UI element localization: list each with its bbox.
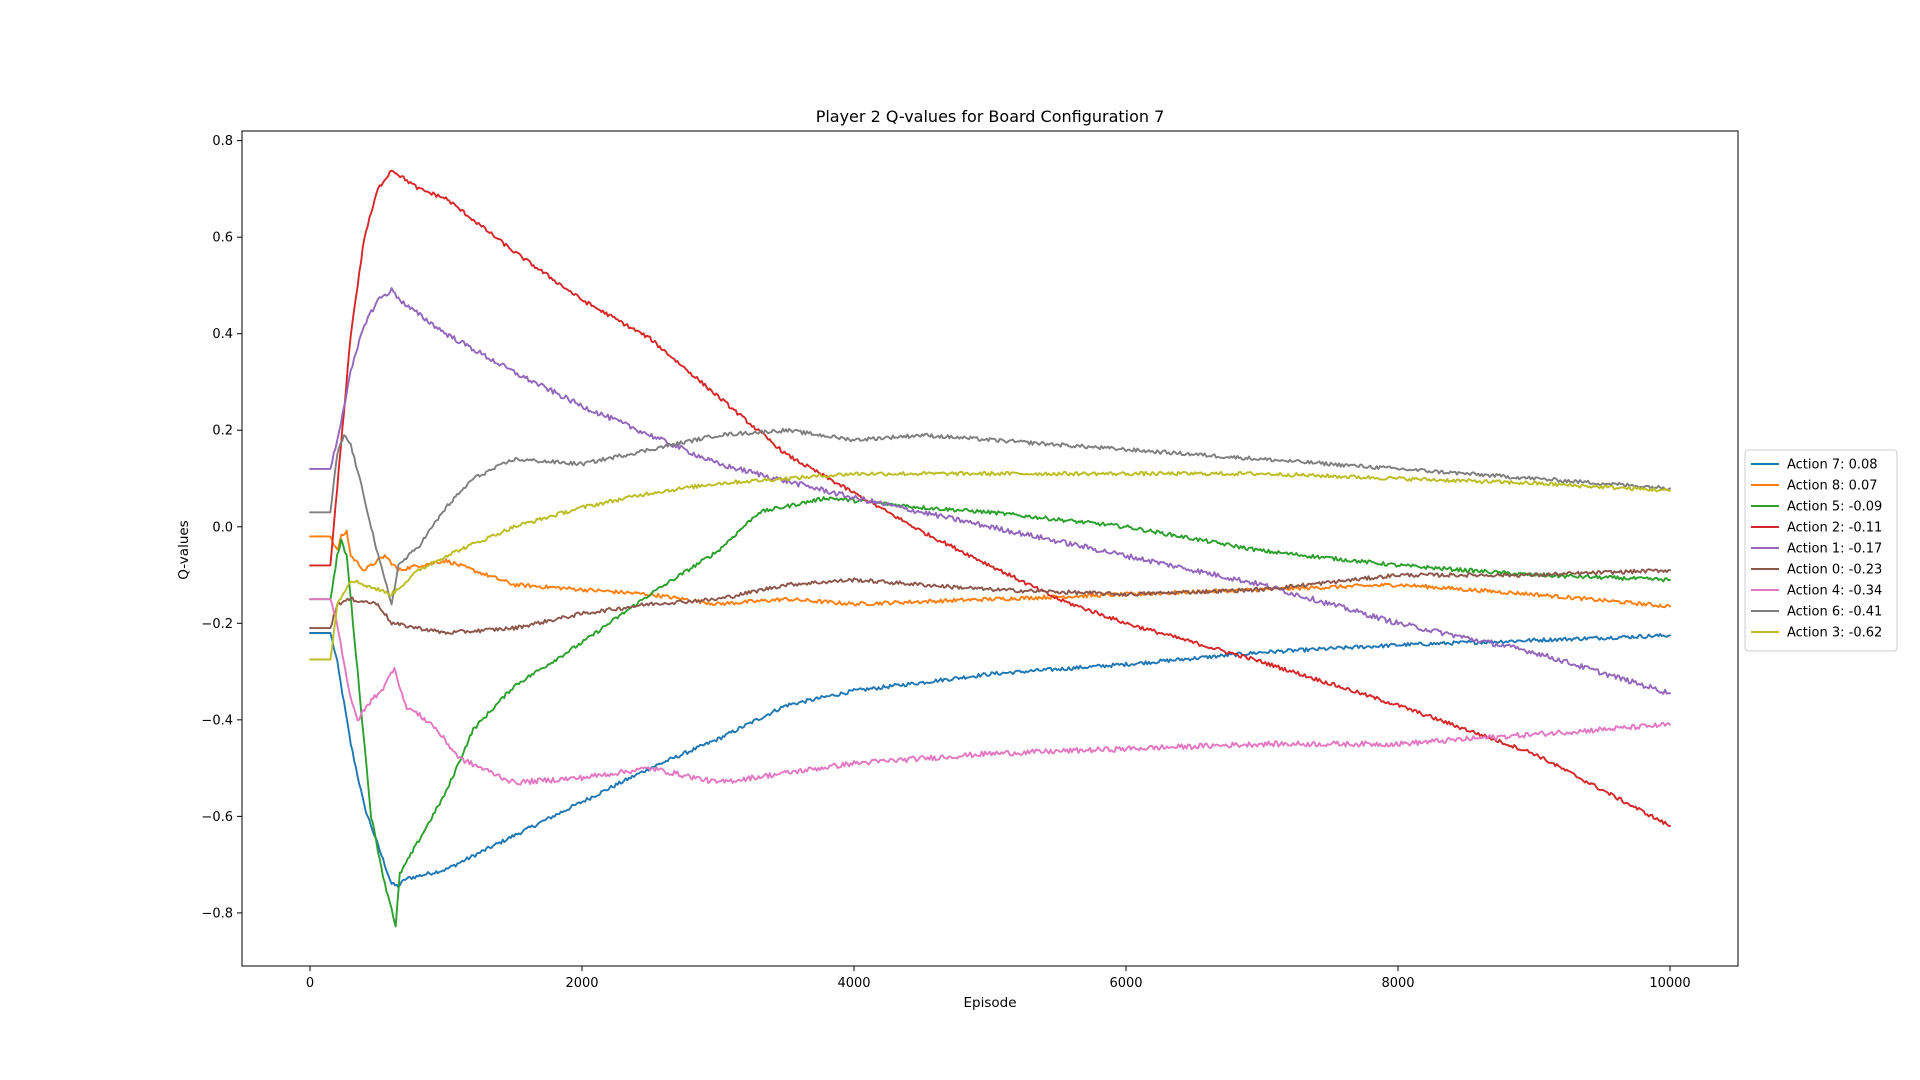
- series-line-action-1: [309, 287, 1671, 695]
- x-axis-label: Episode: [963, 995, 1016, 1011]
- legend-entry: Action 5: -0.09: [1787, 500, 1882, 515]
- y-tick-label: 0.6: [212, 231, 233, 246]
- series-line-action-3: [309, 470, 1671, 661]
- legend-entry: Action 1: -0.17: [1787, 542, 1882, 557]
- series-line-action-6: [309, 427, 1671, 606]
- legend-box: [1744, 449, 1898, 652]
- legend-entry: Action 8: 0.07: [1787, 479, 1878, 494]
- legend-entry: Action 0: -0.23: [1787, 563, 1882, 578]
- y-tick-label: 0.4: [212, 327, 233, 342]
- legend-entry: Action 2: -0.11: [1787, 521, 1882, 536]
- y-tick-label: −0.4: [201, 713, 233, 728]
- series-line-action-8: [309, 529, 1671, 609]
- legend-entry: Action 6: -0.41: [1787, 605, 1882, 620]
- legend-entry: Action 4: -0.34: [1787, 584, 1882, 599]
- y-axis-label: Q-values: [176, 520, 192, 579]
- y-tick-label: 0.8: [212, 134, 233, 149]
- y-tick-label: 0.0: [212, 520, 233, 535]
- legend: Action 7: 0.08 Action 8: 0.07 Action 5: -0…: [1744, 449, 1898, 652]
- plot-area: [309, 169, 1671, 928]
- axes: 0 2000 4000 6000 8000 10000 −0.8 −0.6 −0.4 −0.2 0.…: [201, 130, 1739, 991]
- series-line-action-4: [309, 598, 1671, 786]
- x-tick-label: 8000: [1381, 976, 1414, 991]
- x-tick-label: 0: [306, 976, 314, 991]
- series-line-action-5: [309, 496, 1671, 928]
- y-tick-label: −0.2: [201, 617, 233, 632]
- legend-entry: Action 3: -0.62: [1787, 626, 1882, 641]
- chart-title: Player 2 Q-values for Board Configuratio…: [816, 107, 1165, 126]
- plot-frame: [241, 130, 1739, 967]
- x-tick-label: 10000: [1649, 976, 1690, 991]
- legend-entry: Action 7: 0.08: [1787, 458, 1878, 473]
- x-tick-label: 6000: [1109, 976, 1142, 991]
- series-line-action-2: [309, 169, 1671, 827]
- x-tick-label: 4000: [837, 976, 870, 991]
- y-tick-label: −0.6: [201, 810, 233, 825]
- series-line-action-7: [309, 632, 1671, 889]
- y-tick-label: 0.2: [212, 424, 233, 439]
- y-tick-label: −0.8: [201, 906, 233, 921]
- x-tick-label: 2000: [565, 976, 598, 991]
- series-line-action-0: [309, 568, 1671, 635]
